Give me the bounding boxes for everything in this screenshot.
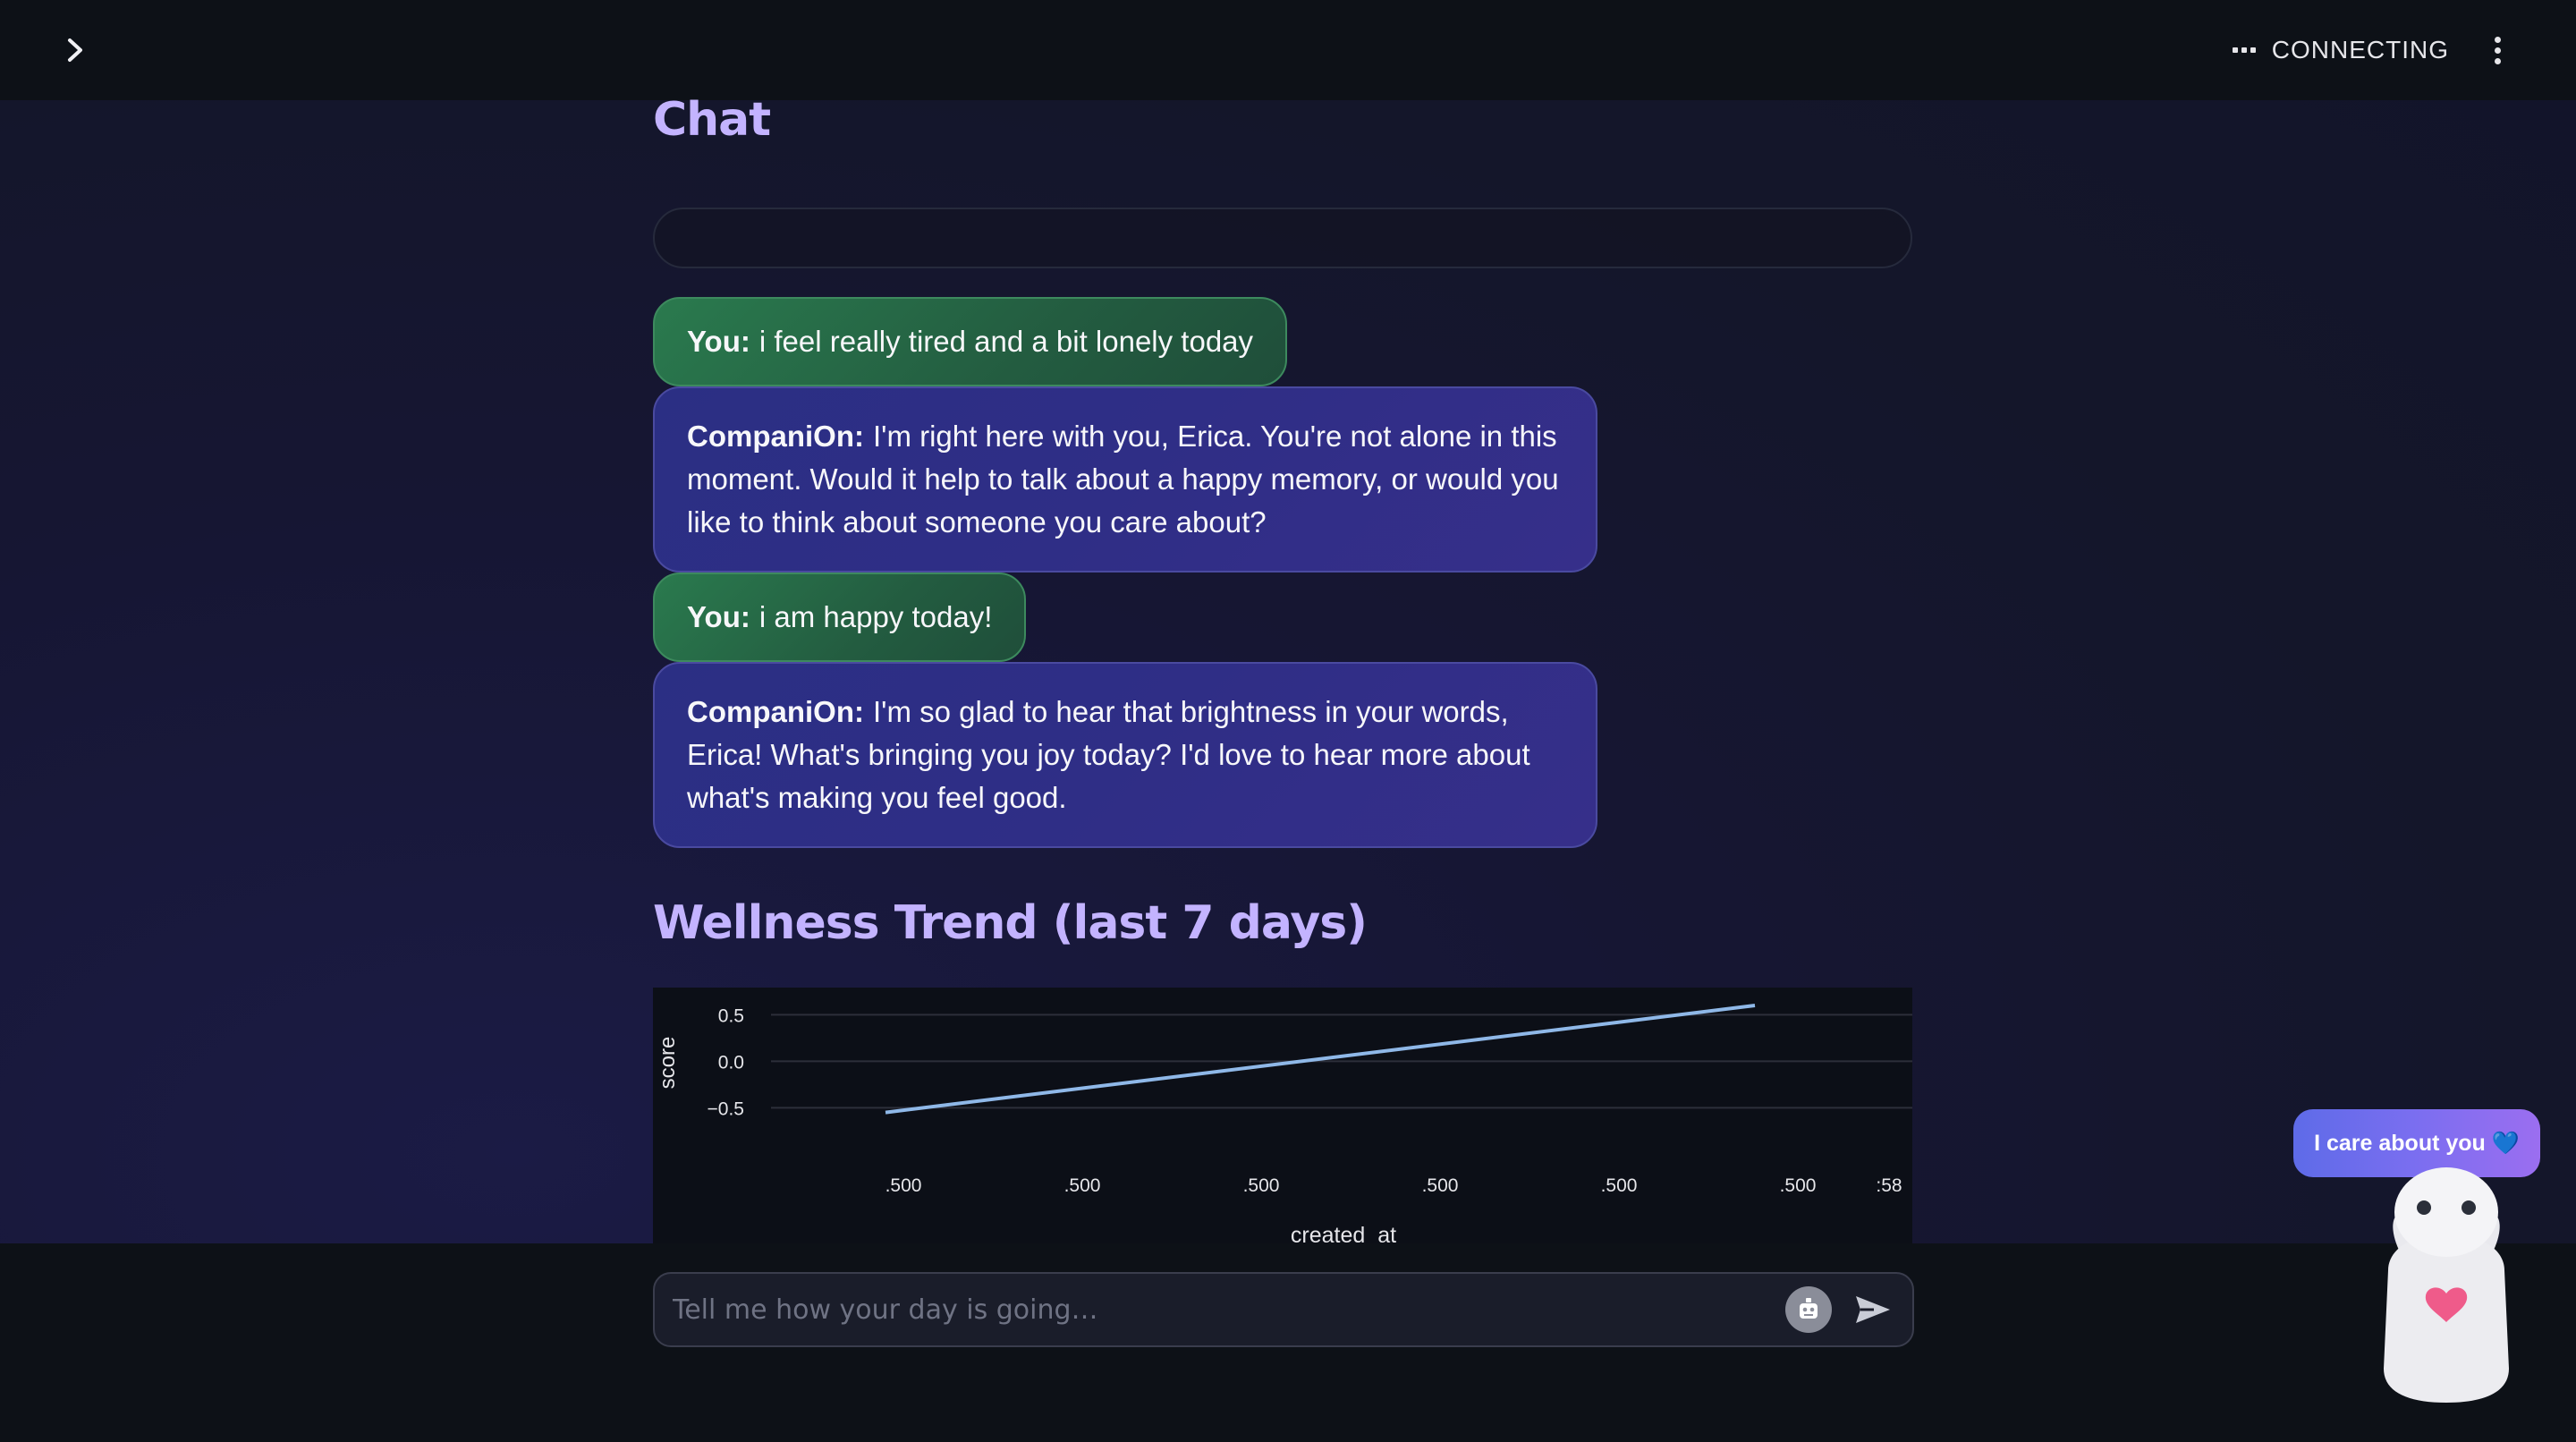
x-tick-label: .500 bbox=[1422, 1175, 1459, 1196]
status-label: CONNECTING bbox=[2271, 36, 2449, 64]
sidebar-toggle-button[interactable] bbox=[59, 34, 91, 66]
message-row: CompaniOn: I'm right here with you, Erica… bbox=[653, 386, 1912, 573]
message-speaker: You: bbox=[687, 325, 750, 358]
chat-title: Chat bbox=[653, 93, 771, 147]
robot-button[interactable] bbox=[1785, 1286, 1832, 1333]
chevron-right-icon bbox=[68, 38, 82, 62]
message-text: I'm so glad to hear that brightness in y… bbox=[687, 695, 1530, 814]
wellness-chart: 0.5 0.0 −0.5 score .500 .500 .500 .500 .500 .500:… bbox=[653, 988, 1912, 1247]
message-text: I'm right here with you, Erica. You're n… bbox=[687, 420, 1559, 539]
x-tick-label: .500 bbox=[1243, 1175, 1280, 1196]
user-message: You: i feel really tired and a bit lonely… bbox=[653, 297, 1288, 386]
message-text: i feel really tired and a bit lonely tod… bbox=[758, 325, 1254, 358]
message-speaker: CompaniOn: bbox=[687, 695, 864, 728]
series-line bbox=[885, 1004, 1756, 1115]
send-button[interactable] bbox=[1852, 1288, 1894, 1331]
x-tick-label: .500 bbox=[1064, 1175, 1101, 1196]
empty-container bbox=[653, 208, 1912, 268]
bot-message: CompaniOn: I'm so glad to hear that brigh… bbox=[653, 662, 1597, 848]
y-axis-label: score bbox=[656, 1037, 680, 1090]
robot-icon bbox=[1800, 1298, 1818, 1319]
status-dots-icon bbox=[2232, 47, 2256, 53]
x-tick-label: :58 bbox=[1876, 1175, 1902, 1196]
x-tick-label: .500 bbox=[886, 1175, 922, 1196]
x-axis-label: created_at bbox=[1291, 1223, 1396, 1247]
message-speaker: You: bbox=[687, 600, 750, 633]
message-row: You: i am happy today! bbox=[653, 573, 1912, 662]
y-tick-label: 0.0 bbox=[718, 1052, 744, 1073]
x-tick-label: .500 bbox=[1780, 1175, 1817, 1196]
y-tick-label: −0.5 bbox=[708, 1098, 744, 1119]
wellness-chart-svg: 0.5 0.0 −0.5 score .500 .500 .500 .500 .500 .500:… bbox=[656, 1004, 1912, 1247]
connection-status: CONNECTING bbox=[2232, 36, 2449, 64]
top-bar: CONNECTING bbox=[0, 0, 2576, 100]
kebab-menu-icon[interactable] bbox=[2481, 36, 2513, 64]
chat-input-container bbox=[653, 1272, 1914, 1347]
message-speaker: CompaniOn: bbox=[687, 420, 864, 453]
care-bubble: I care about you 💙 bbox=[2293, 1109, 2540, 1177]
wellness-trend-title: Wellness Trend (last 7 days) bbox=[653, 896, 1368, 950]
message-row: You: i feel really tired and a bit lonely… bbox=[653, 297, 1912, 386]
x-tick-label: .500 bbox=[1601, 1175, 1638, 1196]
message-list: You: i feel really tired and a bit lonely… bbox=[653, 297, 1912, 848]
user-message: You: i am happy today! bbox=[653, 573, 1027, 662]
send-icon bbox=[1856, 1296, 1890, 1323]
chat-input[interactable] bbox=[673, 1294, 1785, 1326]
message-row: CompaniOn: I'm so glad to hear that brigh… bbox=[653, 662, 1912, 848]
message-text: i am happy today! bbox=[758, 600, 993, 633]
ghost-mascot-icon[interactable] bbox=[2352, 1163, 2540, 1404]
bot-message: CompaniOn: I'm right here with you, Erica… bbox=[653, 386, 1597, 573]
y-tick-label: 0.5 bbox=[718, 1005, 744, 1026]
